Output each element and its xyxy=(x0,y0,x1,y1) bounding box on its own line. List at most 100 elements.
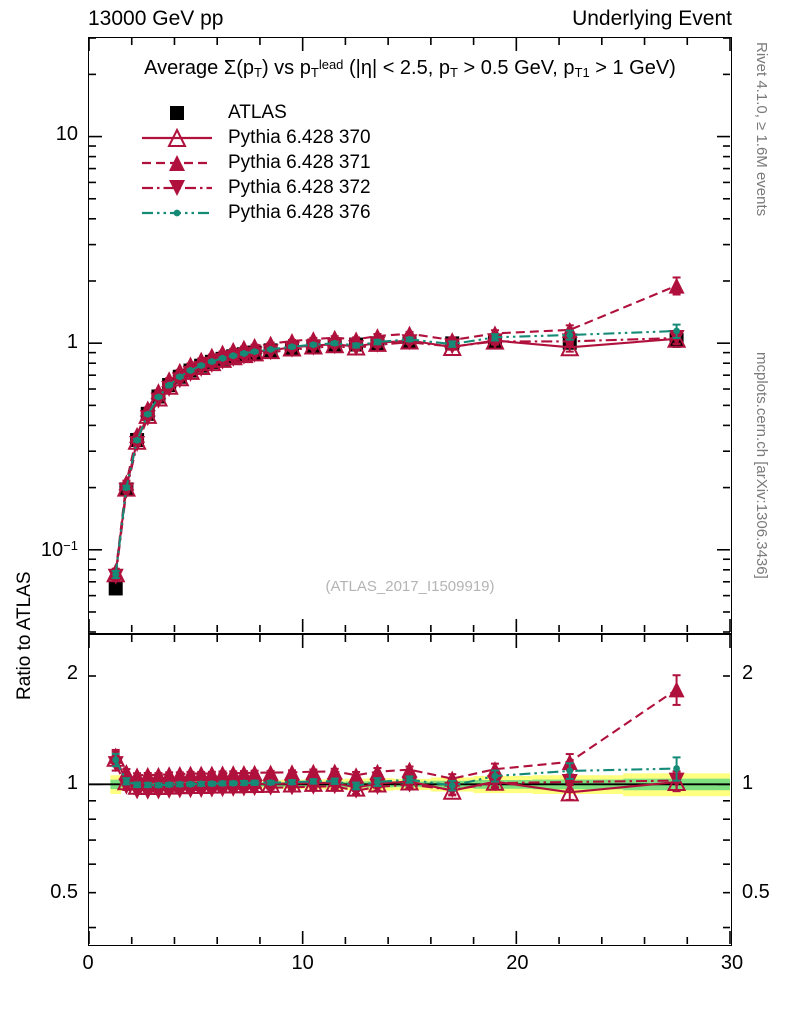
data-marker-dot xyxy=(448,782,456,789)
data-marker-dot xyxy=(197,362,205,369)
series-pythia-6-428-371 xyxy=(107,276,685,581)
data-marker-triangle-up-filled xyxy=(401,761,418,778)
legend-row-4[interactable]: Pythia 6.428 376 xyxy=(140,200,371,225)
data-marker-dot xyxy=(288,343,296,351)
data-marker-dot xyxy=(673,765,680,772)
data-marker-dot xyxy=(309,341,317,349)
header-beam-label: 13000 GeV pp xyxy=(88,7,224,30)
data-marker-dot xyxy=(406,336,413,343)
data-marker-triangle-down-filled xyxy=(348,782,365,799)
legend-key-data-marker xyxy=(140,102,214,124)
data-marker-dot xyxy=(197,780,205,788)
title-seg-9: > 0.5 GeV, p xyxy=(457,57,575,79)
ratio-y-tick-right-1: 1 xyxy=(742,771,754,794)
data-marker-triangle-up-filled xyxy=(561,753,578,770)
mcplots-source-caption: mcplots.cern.ch [arXiv:1306.3436] xyxy=(753,352,770,579)
legend-row-3[interactable]: Pythia 6.428 372 xyxy=(140,175,371,200)
data-marker-dot xyxy=(112,571,120,578)
data-marker-dot xyxy=(352,782,360,790)
legend-row-0[interactable]: ATLAS xyxy=(140,100,371,125)
data-marker-triangle-up-filled xyxy=(668,277,685,294)
tick-mantissa: 10 xyxy=(40,539,64,562)
series-line xyxy=(114,284,678,573)
title-seg-10: T1 xyxy=(574,65,590,80)
ratio-plot-canvas xyxy=(89,635,731,944)
x-tick-1: 10 xyxy=(291,952,314,974)
title-seg-8: T xyxy=(449,65,458,80)
ratio-y-tick-right-2: 0.5 xyxy=(742,881,770,904)
main-y-tick-0: 10 xyxy=(0,123,78,146)
title-seg-7: (|η| < 2.5, p xyxy=(343,57,450,79)
legend-label: Pythia 6.428 370 xyxy=(228,126,371,148)
data-marker-triangle-up-filled xyxy=(283,764,300,781)
data-marker-triangle-up-filled xyxy=(169,154,185,171)
data-marker-dot xyxy=(219,354,226,362)
data-marker-dot xyxy=(251,348,258,356)
data-marker-dot xyxy=(331,339,339,347)
legend-key-line-dashdotdot xyxy=(140,202,214,224)
data-marker-dot xyxy=(208,780,216,788)
data-marker-dot xyxy=(448,340,456,348)
title-seg-6: lead xyxy=(318,57,344,72)
legend-key-line-dashed xyxy=(140,152,214,174)
x-tick-2: 20 xyxy=(506,952,529,974)
data-marker-dot xyxy=(566,767,574,775)
data-marker-dot xyxy=(208,358,216,365)
data-marker-dot xyxy=(176,780,184,788)
series-pythia-6-428-376 xyxy=(111,323,681,580)
data-marker-dot xyxy=(309,777,317,785)
tick-mantissa: 10 xyxy=(55,123,78,146)
data-marker-dot xyxy=(406,776,413,783)
data-marker-triangle-down-filled xyxy=(139,410,156,427)
data-marker-dot xyxy=(331,777,339,785)
data-marker-triangle-up-filled xyxy=(305,763,322,780)
data-marker-square xyxy=(170,105,184,120)
legend-label: Pythia 6.428 376 xyxy=(228,201,371,223)
ratio-y-tick-right-0: 2 xyxy=(742,662,754,685)
data-marker-triangle-up-open xyxy=(560,782,580,802)
data-marker-dot xyxy=(229,352,237,360)
data-marker-triangle-up-filled xyxy=(225,765,242,782)
data-marker-dot xyxy=(122,777,130,785)
data-marker-dot xyxy=(267,779,275,787)
legend-label: ATLAS xyxy=(228,101,287,123)
data-marker-triangle-up-filled xyxy=(486,761,503,778)
data-marker-triangle-up-open xyxy=(560,337,580,357)
data-marker-triangle-up-filled xyxy=(246,764,263,781)
data-marker-dot xyxy=(352,342,360,349)
tick-exponent: −1 xyxy=(63,538,78,554)
legend-row-1[interactable]: Pythia 6.428 370 xyxy=(140,125,371,150)
data-marker-triangle-up-filled xyxy=(369,763,386,780)
title-seg-1: Average xyxy=(144,57,224,79)
data-marker-triangle-up-filled xyxy=(203,765,220,782)
data-marker-dot xyxy=(133,781,141,789)
data-marker-dot xyxy=(144,781,152,789)
title-seg-3: T xyxy=(254,65,262,80)
data-marker-triangle-up-filled xyxy=(182,765,199,782)
data-marker-dot xyxy=(374,338,381,346)
data-marker-triangle-down-filled xyxy=(561,333,578,350)
ratio-plot-panel xyxy=(88,634,732,946)
main-plot-canvas xyxy=(89,38,731,633)
data-marker-dot xyxy=(566,331,574,339)
legend-row-2[interactable]: Pythia 6.428 371 xyxy=(140,150,371,175)
axis-ticks xyxy=(89,38,731,633)
data-marker-dot xyxy=(229,779,237,787)
data-marker-dot xyxy=(187,367,194,374)
header-analysis-label: Underlying Event xyxy=(572,7,732,30)
title-seg-11: > 1 GeV) xyxy=(589,57,676,79)
data-marker-dot xyxy=(155,781,162,789)
data-marker-triangle-up-filled xyxy=(118,764,135,781)
data-marker-dot xyxy=(144,410,152,418)
data-marker-triangle-up-filled xyxy=(348,767,365,784)
rivet-version-caption: Rivet 4.1.0, ≥ 1.6M events xyxy=(753,42,770,217)
data-marker-dot xyxy=(673,327,680,335)
ratio-y-tick-left-0: 2 xyxy=(66,662,78,685)
ratio-y-tick-left-1: 1 xyxy=(66,771,78,794)
title-seg-4: ) vs p xyxy=(261,57,311,79)
axis-ticks xyxy=(89,635,731,944)
data-marker-dot xyxy=(155,393,162,401)
data-marker-dot xyxy=(176,373,184,381)
data-marker-dot xyxy=(267,346,275,353)
